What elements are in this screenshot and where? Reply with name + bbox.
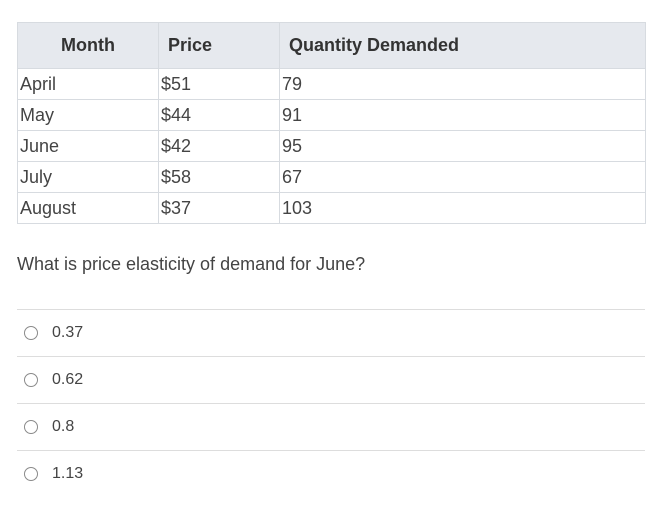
quantity-cell: 67 [279, 161, 646, 193]
month-cell: August [17, 192, 159, 224]
quantity-cell: 79 [279, 68, 646, 100]
month-cell: May [17, 99, 159, 131]
table-row: May $44 91 [17, 99, 646, 131]
table-header-row: Month Price Quantity Demanded [17, 22, 646, 69]
month-cell: June [17, 130, 159, 162]
price-cell: $51 [158, 68, 280, 100]
column-header-quantity: Quantity Demanded [279, 22, 646, 69]
price-cell: $44 [158, 99, 280, 131]
answer-option-1.13[interactable]: 1.13 [17, 450, 645, 497]
table-row: June $42 95 [17, 130, 646, 162]
price-cell: $42 [158, 130, 280, 162]
radio-button-icon[interactable] [24, 420, 38, 434]
table-row: August $37 103 [17, 192, 646, 224]
quantity-cell: 103 [279, 192, 646, 224]
column-header-price: Price [158, 22, 280, 69]
answer-option-0.62[interactable]: 0.62 [17, 356, 645, 403]
quantity-cell: 95 [279, 130, 646, 162]
option-label: 0.62 [52, 371, 84, 388]
quantity-cell: 91 [279, 99, 646, 131]
price-cell: $37 [158, 192, 280, 224]
answer-option-0.8[interactable]: 0.8 [17, 403, 645, 450]
answer-options: 0.37 0.62 0.8 1.13 [17, 309, 645, 497]
question-text: What is price elasticity of demand for J… [17, 254, 366, 274]
radio-button-icon[interactable] [24, 326, 38, 340]
month-cell: April [17, 68, 159, 100]
option-label: 0.37 [52, 324, 84, 341]
demand-table: Month Price Quantity Demanded April $51 … [17, 22, 646, 224]
option-label: 0.8 [52, 418, 75, 435]
month-cell: July [17, 161, 159, 193]
table-row: July $58 67 [17, 161, 646, 193]
price-cell: $58 [158, 161, 280, 193]
table-row: April $51 79 [17, 68, 646, 100]
answer-option-0.37[interactable]: 0.37 [17, 309, 645, 356]
column-header-month: Month [17, 22, 159, 69]
radio-button-icon[interactable] [24, 373, 38, 387]
option-label: 1.13 [52, 465, 84, 482]
radio-button-icon[interactable] [24, 467, 38, 481]
